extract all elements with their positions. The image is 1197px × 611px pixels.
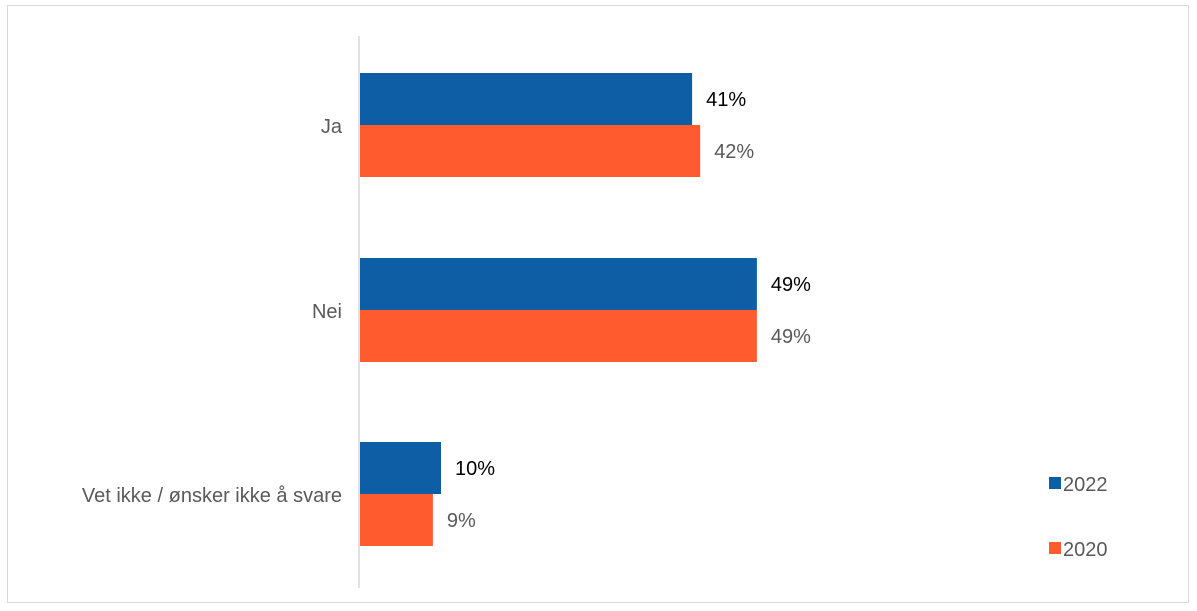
bar-2022 [360, 442, 441, 494]
labels-layer: Ja 41% 42% Nei 49% 49% Vet ikke / ønsker ikke … [82, 89, 811, 532]
bar-2020 [360, 125, 701, 177]
category-label: Ja [321, 116, 343, 138]
legend-swatch [1049, 542, 1061, 554]
bar-2022 [360, 258, 757, 310]
data-label: 49% [771, 274, 811, 296]
category-label: Nei [312, 301, 342, 323]
legend: 2022 2020 [1049, 474, 1108, 561]
bar-2020 [360, 310, 757, 362]
data-label: 41% [706, 89, 746, 111]
legend-label: 2022 [1063, 474, 1108, 496]
data-label: 9% [447, 510, 476, 532]
bar-2022 [360, 73, 693, 125]
category-label: Vet ikke / ønsker ikke å svare [82, 485, 342, 507]
bar-2020 [360, 494, 433, 546]
bar-chart: Ja 41% 42% Nei 49% 49% Vet ikke / ønsker ikke … [82, 36, 1108, 588]
data-label: 42% [714, 141, 754, 163]
bars-layer [360, 73, 757, 546]
data-label: 49% [771, 326, 811, 348]
legend-swatch [1049, 477, 1061, 489]
legend-label: 2020 [1063, 539, 1108, 561]
data-label: 10% [455, 458, 495, 480]
chart-area: Ja 41% 42% Nei 49% 49% Vet ikke / ønsker ikke … [7, 5, 1189, 603]
